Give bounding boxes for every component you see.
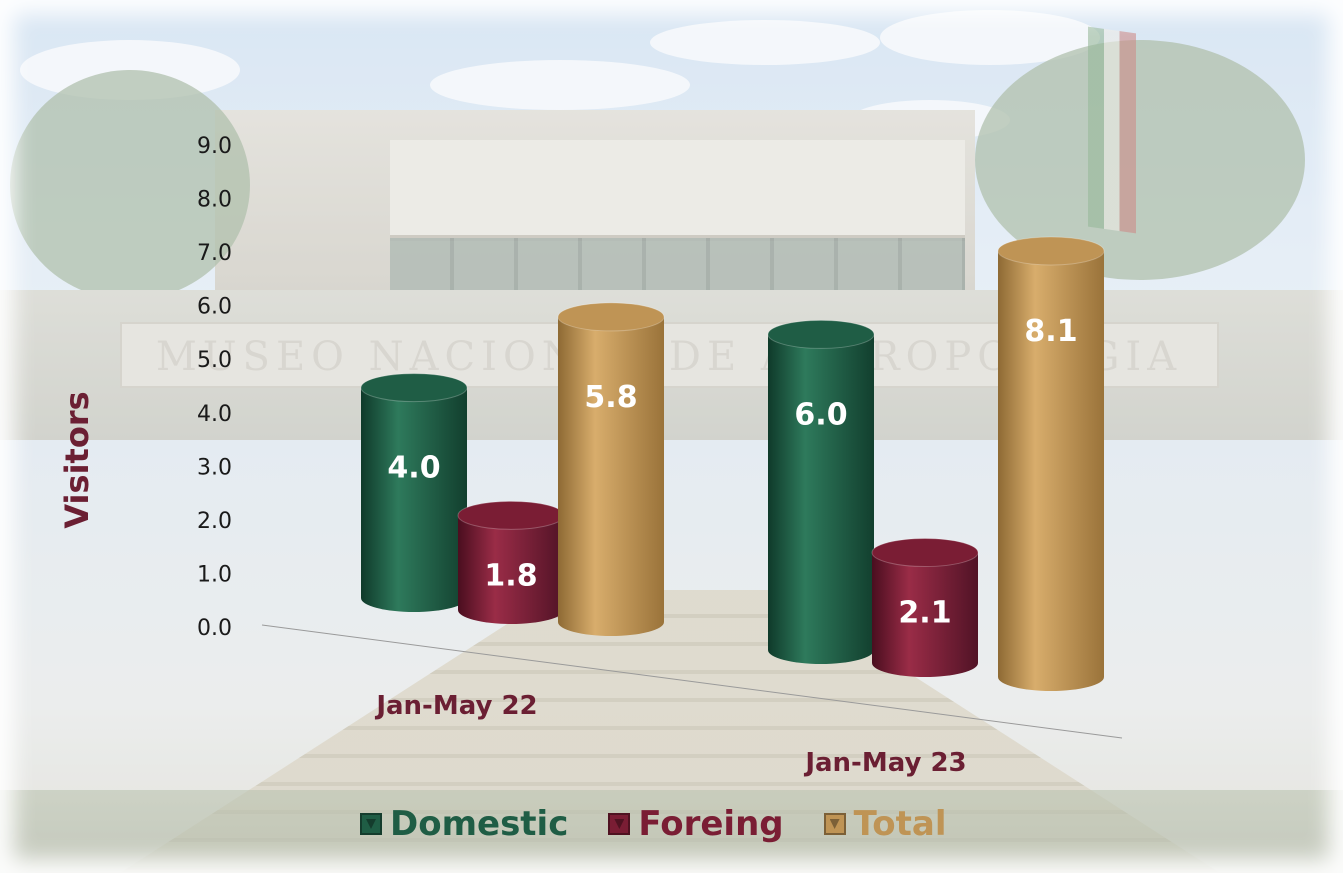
bar-top bbox=[457, 500, 565, 530]
data-label: 1.8 bbox=[484, 558, 537, 593]
y-tick-label: 0.0 bbox=[197, 616, 232, 641]
bar-domestic-2: 6.0 bbox=[767, 319, 875, 664]
cloud bbox=[650, 20, 880, 65]
x-category-label: Jan-May 22 bbox=[374, 691, 537, 721]
bar-body bbox=[558, 316, 664, 636]
bar-body bbox=[458, 515, 564, 624]
bar-body bbox=[361, 387, 467, 612]
y-tick-label: 9.0 bbox=[197, 134, 232, 159]
cloud bbox=[430, 60, 690, 110]
data-label: 8.1 bbox=[1024, 314, 1077, 349]
legend: Domestic Foreing Total bbox=[360, 800, 947, 848]
legend-swatch-foreing bbox=[608, 813, 631, 835]
legend-item-foreing: Foreing bbox=[608, 804, 784, 844]
bar-top bbox=[997, 236, 1105, 266]
bars: 4.0 1.8 5.8 6.0 2.1 8.1 bbox=[360, 236, 1105, 691]
legend-label-total: Total bbox=[853, 804, 947, 844]
y-tick-label: 8.0 bbox=[197, 188, 232, 213]
floor-line bbox=[261, 624, 1123, 739]
y-tick-label: 2.0 bbox=[197, 509, 232, 534]
bar-top bbox=[360, 373, 468, 403]
bar-domestic-1: 4.0 bbox=[360, 373, 468, 612]
bar-top bbox=[767, 319, 875, 349]
y-axis-title: Visitors bbox=[58, 391, 96, 528]
bar-top bbox=[557, 302, 665, 332]
y-tick-label: 5.0 bbox=[197, 348, 232, 373]
y-tick-label: 7.0 bbox=[197, 241, 232, 266]
foliage bbox=[0, 790, 1343, 873]
bar-body bbox=[872, 552, 978, 677]
legend-item-total: Total bbox=[823, 804, 947, 844]
category-labels: Jan-May 22 Jan-May 23 bbox=[374, 691, 966, 778]
legend-label-foreing: Foreing bbox=[638, 804, 784, 844]
bar-body bbox=[768, 334, 874, 664]
legend-label-domestic: Domestic bbox=[390, 804, 569, 844]
bar-foreing-2: 2.1 bbox=[871, 538, 979, 677]
data-label: 6.0 bbox=[794, 397, 847, 432]
tree bbox=[10, 70, 250, 300]
data-label: 5.8 bbox=[584, 380, 637, 415]
bar-total-2: 8.1 bbox=[997, 236, 1105, 691]
bar-body bbox=[998, 250, 1104, 691]
x-category-label: Jan-May 23 bbox=[803, 748, 966, 778]
legend-swatch-domestic bbox=[360, 813, 382, 835]
data-label: 2.1 bbox=[898, 596, 951, 631]
y-tick-label: 3.0 bbox=[197, 455, 232, 480]
museum-windows bbox=[390, 238, 965, 293]
y-tick-label: 1.0 bbox=[197, 562, 232, 587]
data-label: 4.0 bbox=[387, 451, 440, 486]
bar-top bbox=[871, 538, 979, 568]
bar-total-1: 5.8 bbox=[557, 302, 665, 636]
legend-swatch-total bbox=[823, 813, 846, 835]
y-tick-label: 4.0 bbox=[197, 402, 232, 427]
legend-item-domestic: Domestic bbox=[360, 804, 568, 844]
bar-foreing-1: 1.8 bbox=[457, 500, 565, 624]
y-axis: 0.0 1.0 2.0 3.0 4.0 5.0 6.0 7.0 8.0 9.0 bbox=[197, 134, 232, 641]
y-tick-label: 6.0 bbox=[197, 295, 232, 320]
